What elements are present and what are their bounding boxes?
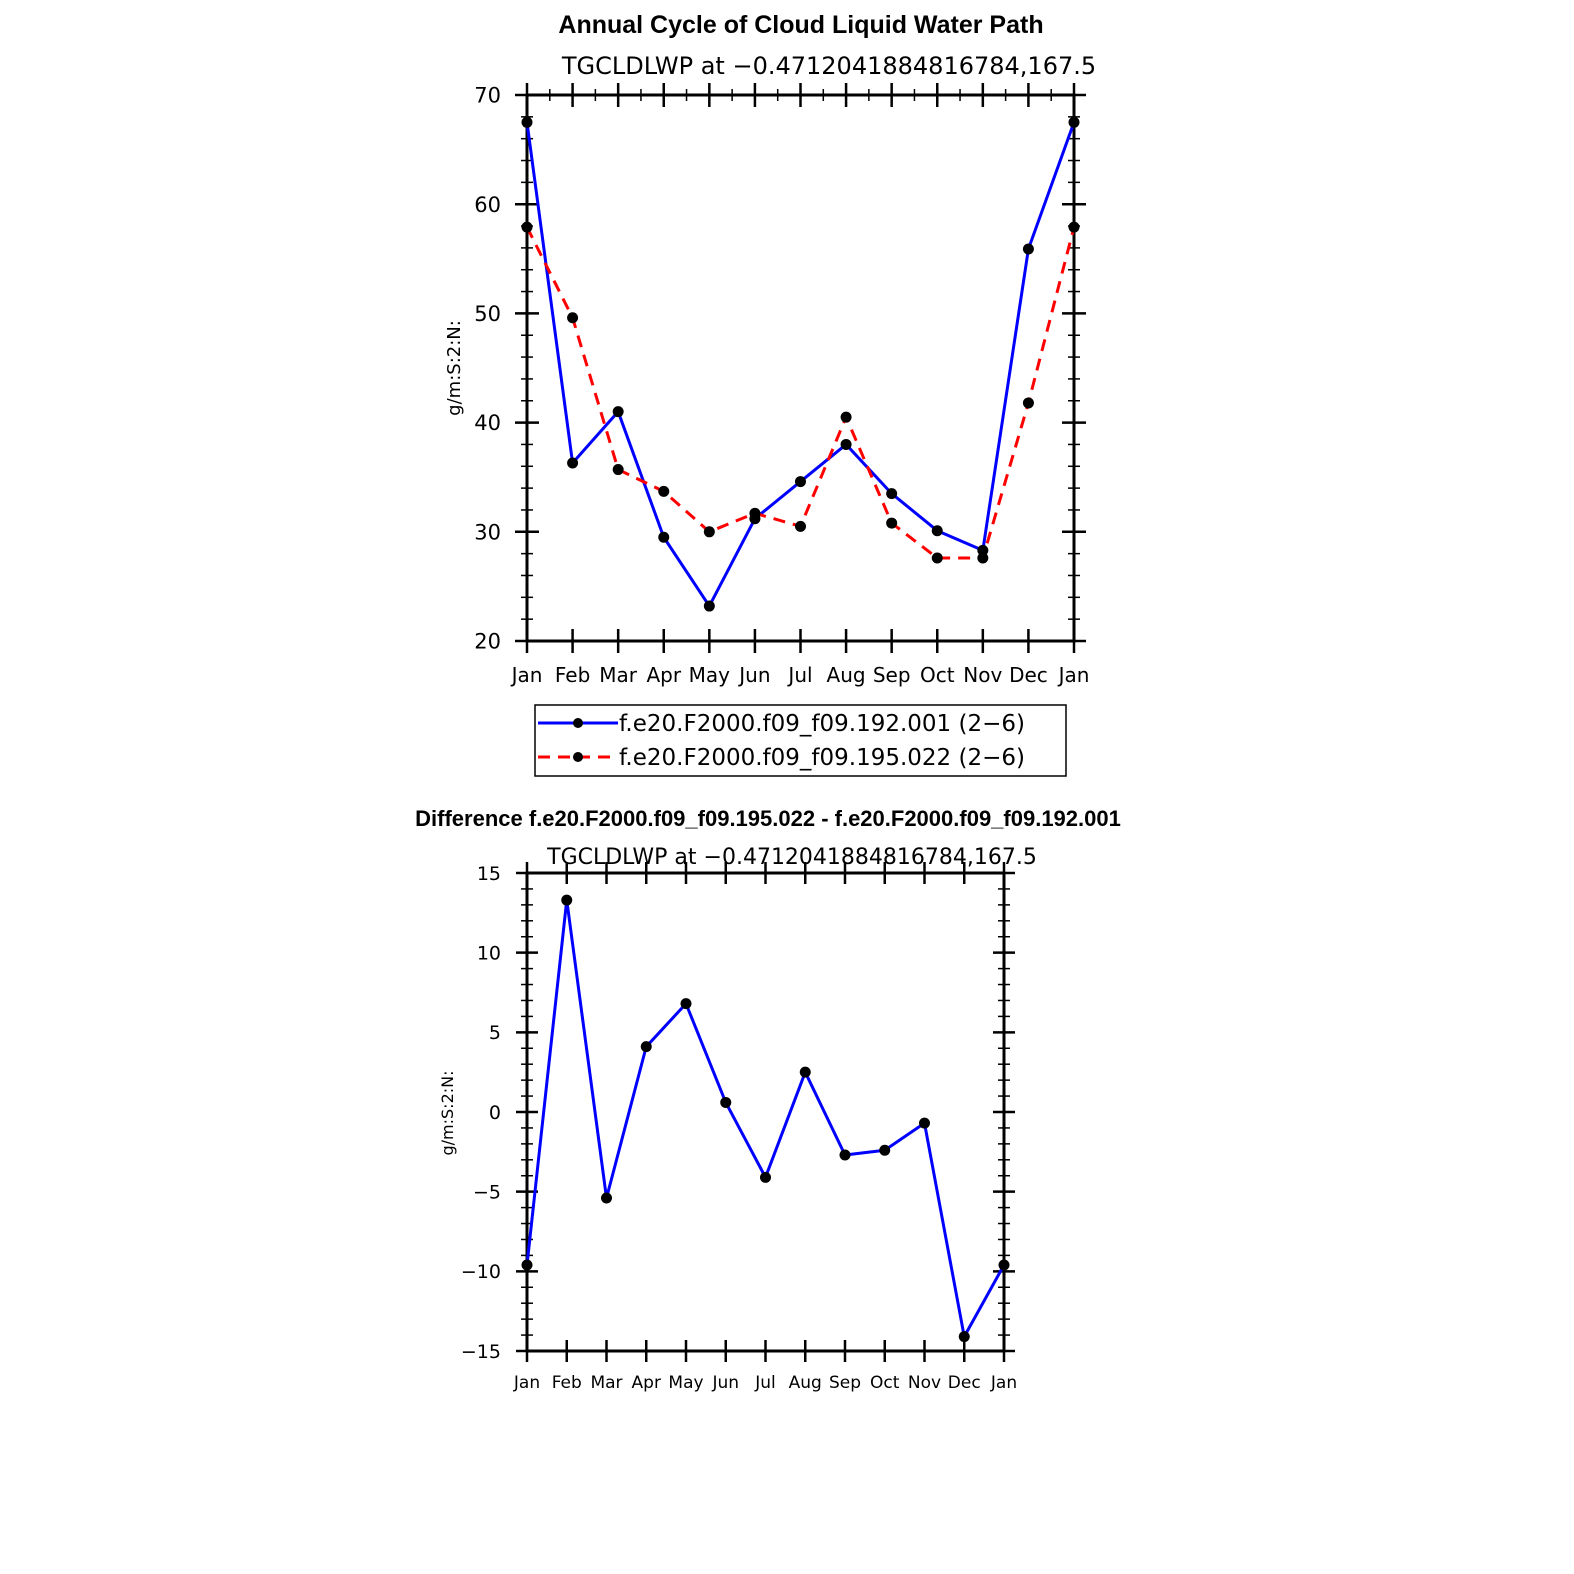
x-tick-label: Apr: [646, 663, 681, 687]
legend-label-1: f.e20.F2000.f09_f09.192.001 (2−6): [619, 711, 1025, 737]
legend-marker-2: [573, 752, 583, 762]
data-point-series-2: [977, 552, 989, 564]
y-tick-label: −10: [461, 1261, 501, 1283]
chart-title: Annual Cycle of Cloud Liquid Water Path: [558, 11, 1043, 39]
chart-title: Difference f.e20.F2000.f09_f09.195.022 -…: [415, 806, 1121, 831]
data-point-series-1: [658, 531, 670, 543]
data-point-series-1: [561, 894, 573, 906]
x-tick-label: Aug: [789, 1373, 822, 1393]
data-point-series-1: [521, 116, 533, 128]
data-point-series-1: [521, 1259, 533, 1271]
data-point-series-1: [640, 1041, 652, 1053]
y-tick-label: 50: [474, 302, 501, 326]
difference-chart: Difference f.e20.F2000.f09_f09.195.022 -…: [415, 806, 1121, 1393]
x-tick-label: Feb: [555, 663, 590, 687]
data-point-series-2: [749, 507, 761, 519]
data-point-series-2: [612, 464, 624, 476]
x-tick-label: Nov: [963, 663, 1002, 687]
data-point-series-1: [720, 1096, 732, 1108]
legend-box: [534, 704, 1067, 777]
data-point-series-1: [799, 1066, 811, 1078]
data-point-series-2: [521, 221, 533, 233]
data-point-series-1: [998, 1259, 1010, 1271]
y-tick-label: 40: [474, 411, 501, 435]
series-line-1: [525, 121, 1076, 608]
series-line-1: [525, 898, 1006, 1339]
data-point-series-2: [1068, 221, 1080, 233]
data-point-series-1: [879, 1144, 891, 1156]
data-point-series-1: [886, 488, 898, 500]
x-tick-label: Jul: [786, 663, 812, 687]
y-tick-label: −15: [461, 1341, 501, 1363]
data-point-series-1: [958, 1331, 970, 1343]
plot-frame: [525, 93, 1076, 643]
x-tick-label: Dec: [948, 1373, 981, 1393]
data-point-series-2: [703, 526, 715, 538]
data-point-series-1: [1022, 243, 1034, 255]
data-point-series-1: [931, 525, 943, 537]
x-tick-label: Jan: [513, 1373, 540, 1393]
data-point-series-2: [1022, 397, 1034, 409]
x-tick-label: Jan: [510, 663, 543, 687]
y-tick-label: 30: [474, 520, 501, 544]
data-point-series-2: [931, 552, 943, 564]
x-tick-label: Apr: [632, 1373, 661, 1393]
y-tick-label: 0: [489, 1102, 501, 1124]
x-tick-label: Oct: [870, 1373, 900, 1393]
data-point-series-1: [612, 406, 624, 418]
data-point-series-1: [840, 438, 852, 450]
y-axis-label: g/m:S:2:N:: [444, 320, 465, 416]
y-tick-label: 15: [477, 863, 501, 885]
x-tick-label: Jul: [754, 1373, 776, 1393]
x-tick-label: Aug: [827, 663, 866, 687]
data-point-series-2: [795, 520, 806, 532]
data-point-series-1: [839, 1149, 851, 1161]
x-tick-label: Sep: [829, 1373, 861, 1393]
x-tick-label: Dec: [1009, 663, 1048, 687]
x-tick-label: Feb: [552, 1373, 582, 1393]
data-point-series-1: [760, 1171, 771, 1183]
x-tick-label: May: [668, 1373, 703, 1393]
x-tick-label: Sep: [873, 663, 911, 687]
y-tick-label: 20: [474, 630, 501, 654]
series-line-2: [525, 226, 1076, 560]
chart-subtitle: TGCLDLWP at −0.4712041884816784,167.5: [561, 52, 1096, 80]
x-tick-label: Mar: [590, 1373, 622, 1393]
data-point-series-2: [567, 312, 579, 324]
y-axis-label: g/m:S:2:N:: [438, 1071, 457, 1156]
plot-frame: [525, 871, 1006, 1353]
x-tick-label: Mar: [599, 663, 638, 687]
data-point-series-1: [703, 600, 715, 612]
data-point-series-1: [795, 476, 806, 488]
annual-cycle-chart: Annual Cycle of Cloud Liquid Water Path …: [444, 11, 1096, 777]
y-tick-label: 5: [489, 1022, 501, 1044]
x-tick-label: Nov: [908, 1373, 941, 1393]
data-point-series-1: [567, 457, 579, 469]
x-tick-label: Jun: [737, 663, 770, 687]
x-tick-label: Oct: [920, 663, 955, 687]
data-point-series-1: [601, 1192, 612, 1204]
data-point-series-2: [886, 517, 898, 529]
data-point-series-2: [840, 411, 852, 423]
data-point-series-1: [919, 1117, 930, 1129]
data-point-series-2: [658, 485, 670, 497]
y-tick-label: 10: [477, 943, 501, 965]
x-tick-label: May: [689, 663, 731, 687]
data-point-series-1: [977, 544, 989, 556]
data-point-series-1: [1068, 116, 1080, 128]
y-tick-label: 70: [474, 84, 501, 108]
x-tick-label: Jun: [711, 1373, 739, 1393]
y-tick-label: −5: [473, 1182, 501, 1204]
legend-label-2: f.e20.F2000.f09_f09.195.022 (2−6): [619, 745, 1025, 771]
x-tick-label: Jan: [990, 1373, 1017, 1393]
x-tick-label: Jan: [1057, 663, 1090, 687]
chart-subtitle: TGCLDLWP at −0.4712041884816784,167.5: [546, 845, 1037, 870]
legend-marker-1: [573, 718, 583, 728]
y-tick-label: 60: [474, 193, 501, 217]
data-point-series-1: [680, 998, 692, 1010]
